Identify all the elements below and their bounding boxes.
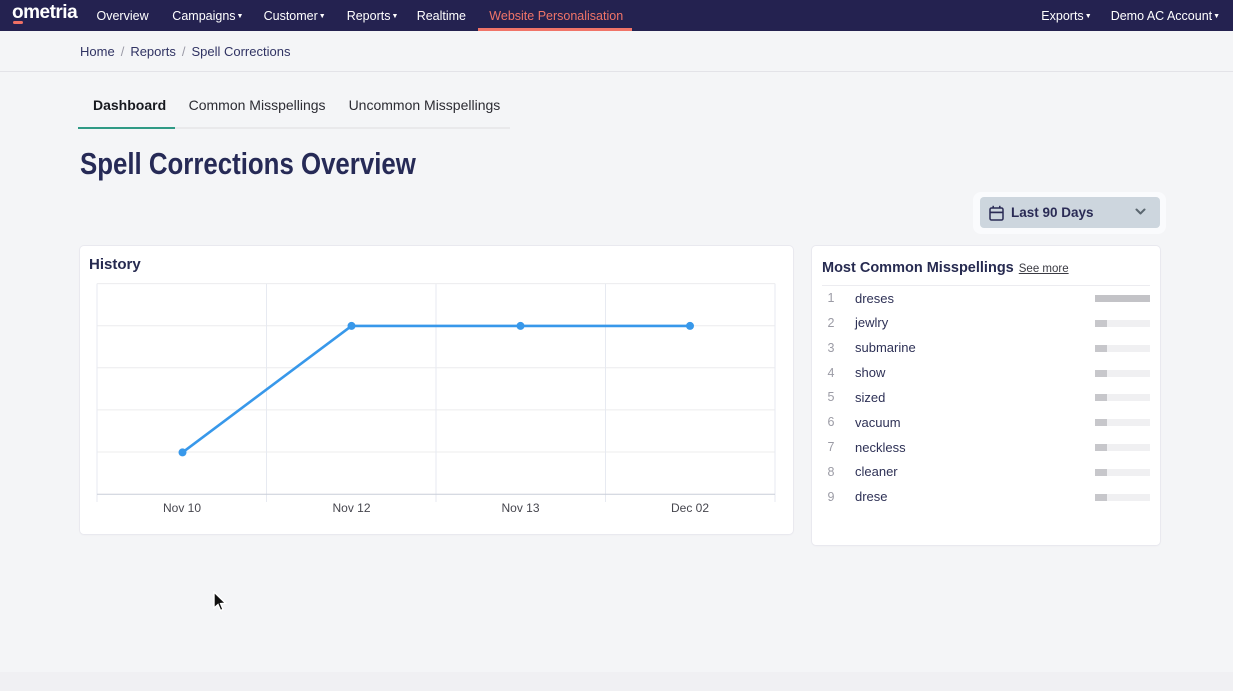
- svg-text:Dec 02: Dec 02: [671, 501, 709, 515]
- svg-text:Nov 13: Nov 13: [501, 501, 539, 515]
- svg-text:Nov 10: Nov 10: [163, 501, 201, 515]
- svg-text:Nov 12: Nov 12: [332, 501, 370, 515]
